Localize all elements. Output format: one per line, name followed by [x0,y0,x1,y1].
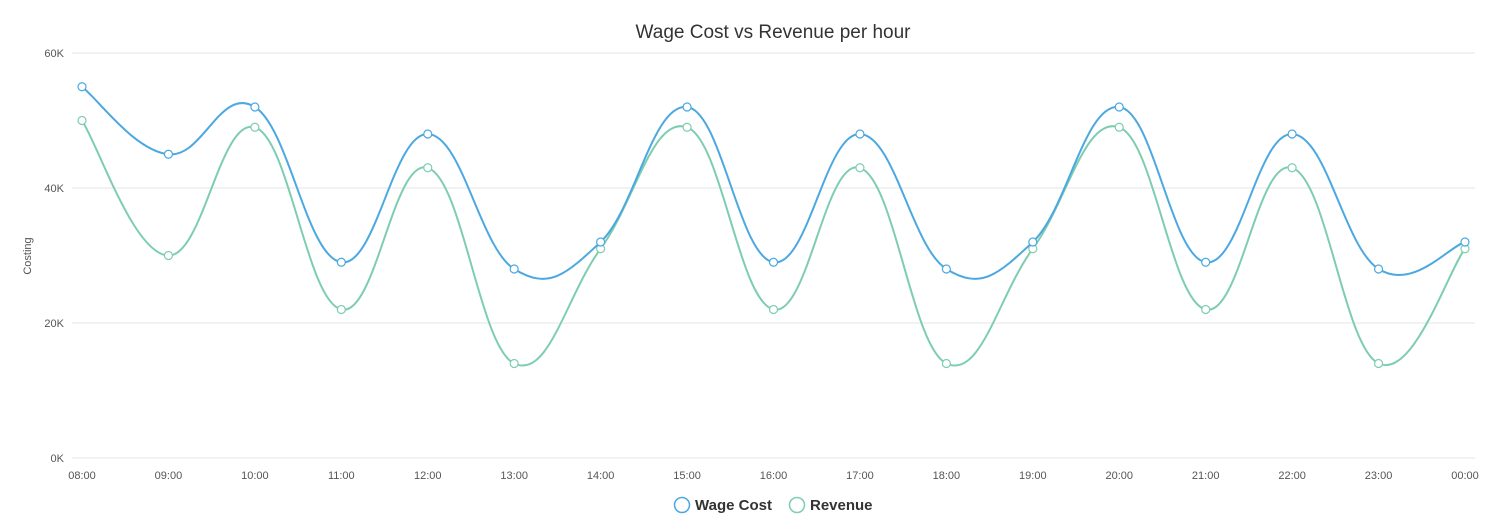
x-tick-label: 22:00 [1278,470,1306,482]
data-point[interactable] [1114,122,1124,132]
data-point[interactable] [855,129,865,139]
data-point[interactable] [77,82,87,92]
x-tick-label: 19:00 [1019,470,1047,482]
x-tick-label: 14:00 [587,470,615,482]
data-point[interactable] [1028,237,1038,247]
data-point[interactable] [682,102,692,112]
data-point[interactable] [336,257,346,267]
y-axis-title: Costing [22,237,34,274]
series-lines [77,82,1470,369]
y-axis-ticks: 0K 20K 40K 60K [44,48,64,465]
data-point[interactable] [596,237,606,247]
legend-label: Revenue [810,497,873,514]
y-tick-label: 0K [51,453,65,465]
x-tick-label: 18:00 [933,470,961,482]
x-tick-label: 08:00 [68,470,96,482]
x-tick-label: 21:00 [1192,470,1220,482]
x-tick-label: 00:00 [1451,470,1479,482]
legend-marker [673,496,691,514]
data-point[interactable] [423,129,433,139]
series-wage-cost [77,82,1470,280]
chart-title: Wage Cost vs Revenue per hour [636,22,912,43]
data-point[interactable] [941,358,951,369]
data-point[interactable] [1201,257,1211,267]
x-axis-ticks: 08:00 09:00 10:00 11:00 12:00 13:00 14:00 15:00… [68,470,1479,482]
series-line [81,85,1466,280]
data-point[interactable] [250,102,260,112]
data-point[interactable] [941,264,951,274]
x-tick-label: 12:00 [414,470,442,482]
legend: Wage Cost Revenue [673,496,873,514]
data-point[interactable] [77,115,87,126]
data-point[interactable] [1460,237,1470,247]
data-point[interactable] [768,257,779,267]
series-revenue [77,115,1470,369]
data-point[interactable] [163,149,174,159]
data-point[interactable] [509,358,519,369]
x-tick-label: 20:00 [1105,470,1133,482]
data-point[interactable] [1373,264,1384,274]
legend-label: Wage Cost [695,497,772,514]
data-point[interactable] [768,304,779,315]
data-point[interactable] [1287,129,1297,139]
data-point[interactable] [336,304,346,315]
legend-item[interactable]: Wage Cost [673,496,772,514]
x-tick-label: 23:00 [1365,470,1393,482]
data-point[interactable] [509,264,519,274]
data-point[interactable] [1114,102,1124,112]
legend-marker [788,496,806,514]
x-tick-label: 11:00 [328,470,355,482]
data-point[interactable] [1287,163,1297,173]
x-tick-label: 13:00 [500,470,528,482]
y-tick-label: 20K [44,318,64,330]
x-tick-label: 09:00 [155,470,183,482]
data-point[interactable] [855,163,865,173]
legend-item[interactable]: Revenue [788,496,873,514]
data-point[interactable] [1201,304,1211,315]
data-point[interactable] [423,163,433,173]
data-point[interactable] [250,122,260,132]
x-tick-label: 17:00 [846,470,874,482]
x-tick-label: 10:00 [241,470,269,482]
data-point[interactable] [682,122,692,132]
data-point[interactable] [163,250,174,261]
data-point[interactable] [1373,358,1384,369]
series-line [81,119,1466,367]
y-tick-label: 60K [44,48,64,60]
x-tick-label: 15:00 [673,470,701,482]
y-tick-label: 40K [44,183,64,195]
x-tick-label: 16:00 [760,470,788,482]
gridlines [72,52,1475,459]
